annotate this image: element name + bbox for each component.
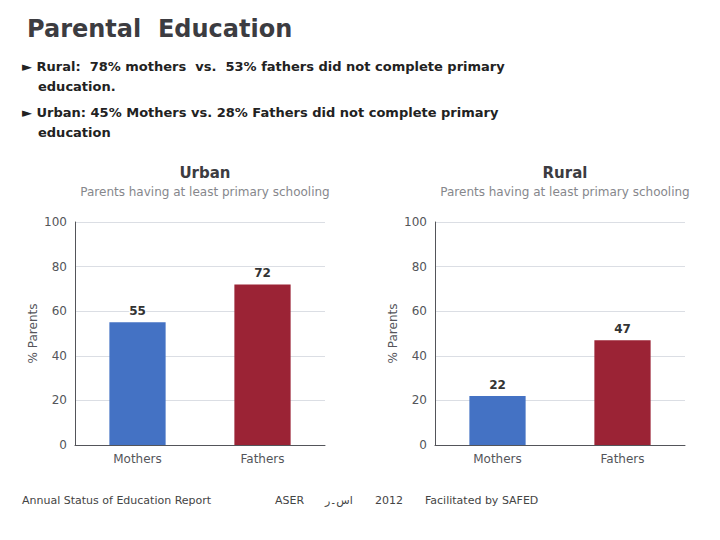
svg-text:80: 80 bbox=[412, 260, 427, 274]
svg-text:Annual Status of Education Rep: Annual Status of Education Report bbox=[22, 494, 212, 507]
svg-text:Mothers: Mothers bbox=[113, 452, 162, 466]
svg-text:55: 55 bbox=[129, 304, 146, 318]
svg-text:Parents having at least primar: Parents having at least primary schoolin… bbox=[80, 185, 329, 199]
svg-text:2012: 2012 bbox=[375, 494, 403, 507]
svg-text:40: 40 bbox=[52, 349, 67, 363]
svg-text:20: 20 bbox=[412, 393, 427, 407]
svg-text:100: 100 bbox=[404, 215, 427, 229]
svg-text:60: 60 bbox=[52, 304, 67, 318]
svg-text:80: 80 bbox=[52, 260, 67, 274]
svg-text:اس۔ر: اس۔ر bbox=[324, 494, 353, 507]
svg-text:0: 0 bbox=[419, 438, 427, 452]
svg-text:100: 100 bbox=[44, 215, 67, 229]
svg-text:ASER: ASER bbox=[275, 494, 304, 507]
svg-text:Parents having at least primar: Parents having at least primary schoolin… bbox=[440, 185, 689, 199]
svg-text:40: 40 bbox=[412, 349, 427, 363]
svg-text:education: education bbox=[38, 125, 111, 140]
svg-text:72: 72 bbox=[254, 266, 271, 280]
svg-text:Parental Education: Parental Education bbox=[27, 15, 292, 43]
svg-text:60: 60 bbox=[412, 304, 427, 318]
svg-text:Fathers: Fathers bbox=[240, 452, 284, 466]
svg-text:% Parents: % Parents bbox=[26, 304, 40, 364]
svg-text:► Rural: 78% mothers vs. 53: ► Rural: 78% mothers vs. 53% fathers did… bbox=[22, 59, 505, 74]
svg-text:Rural: Rural bbox=[543, 164, 588, 182]
svg-text:20: 20 bbox=[52, 393, 67, 407]
svg-text:22: 22 bbox=[489, 378, 506, 392]
svg-text:► Urban: 45% Mothers vs. 28% F: ► Urban: 45% Mothers vs. 28% Fathers did… bbox=[22, 105, 499, 120]
svg-text:0: 0 bbox=[59, 438, 67, 452]
svg-text:Mothers: Mothers bbox=[473, 452, 522, 466]
svg-text:education.: education. bbox=[38, 79, 116, 94]
svg-text:Urban: Urban bbox=[179, 164, 230, 182]
svg-text:Fathers: Fathers bbox=[600, 452, 644, 466]
svg-text:Facilitated by SAFED: Facilitated by SAFED bbox=[425, 494, 538, 507]
svg-text:% Parents: % Parents bbox=[386, 304, 400, 364]
svg-text:47: 47 bbox=[614, 322, 631, 336]
